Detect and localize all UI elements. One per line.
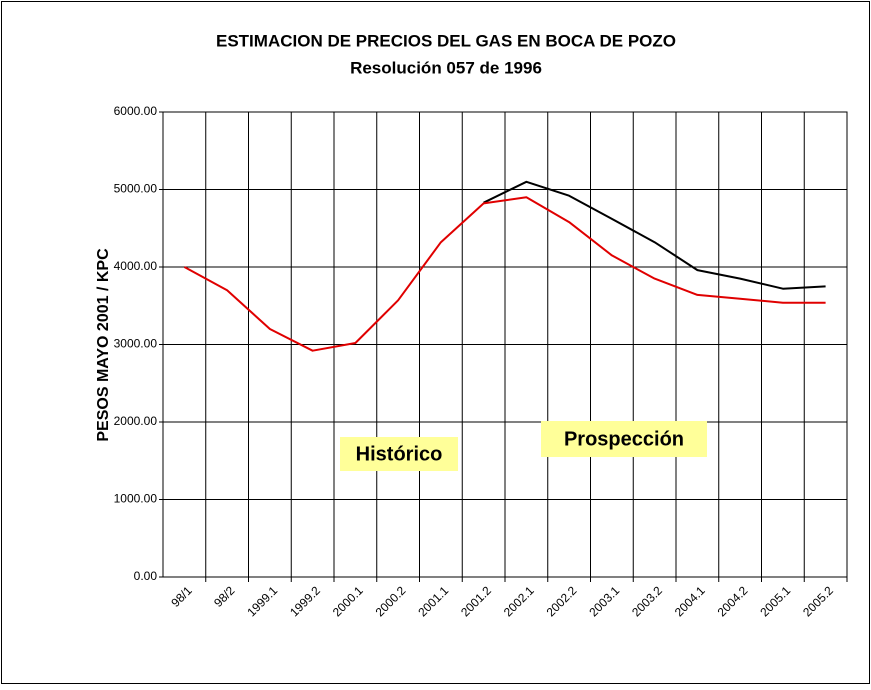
y-tick-label: 1000.00 xyxy=(114,492,158,506)
y-tick-label: 4000.00 xyxy=(114,259,158,273)
annotation-box xyxy=(340,437,458,471)
chart-subtitle: Resolución 057 de 1996 xyxy=(350,58,542,77)
y-axis-label: PESOS MAYO 2001 / KPC xyxy=(95,248,112,442)
y-tick-label: 3000.00 xyxy=(114,337,158,351)
y-tick-label: 2000.00 xyxy=(114,414,158,428)
chart-title: ESTIMACION DE PRECIOS DEL GAS EN BOCA DE… xyxy=(216,31,676,50)
y-tick-label: 5000.00 xyxy=(114,182,158,196)
y-tick-label: 0.00 xyxy=(134,569,158,583)
y-tick-label: 6000.00 xyxy=(114,104,158,118)
series-line xyxy=(183,196,826,352)
annotation-box xyxy=(541,421,707,457)
annotation: Histórico xyxy=(356,443,443,465)
annotation: Prospección xyxy=(564,428,684,450)
series-line xyxy=(483,180,826,290)
